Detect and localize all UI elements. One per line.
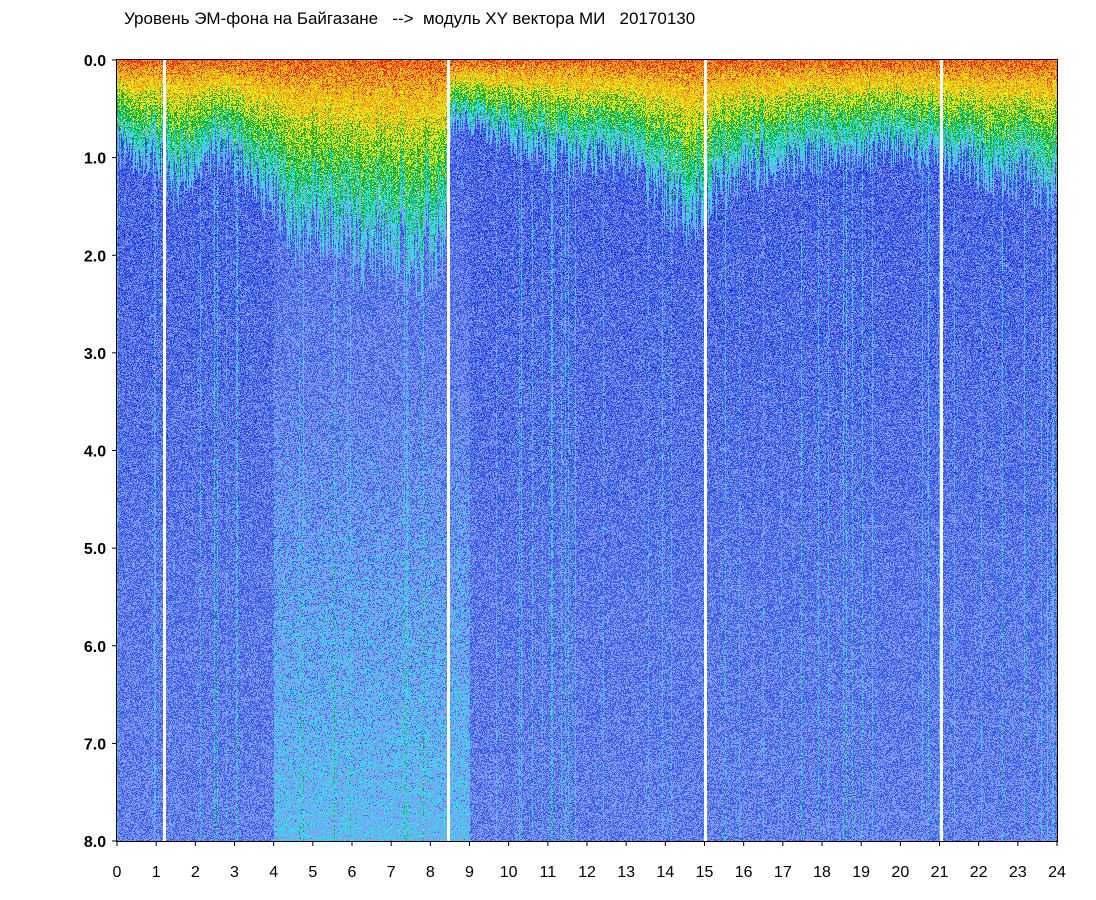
x-tick-label: 24 xyxy=(1048,864,1066,881)
y-tick-label: 5.0 xyxy=(84,541,106,558)
x-tick-label: 12 xyxy=(578,864,596,881)
heatmap-image xyxy=(117,60,1057,841)
x-tick-label: 23 xyxy=(1009,864,1027,881)
x-tick-label: 21 xyxy=(931,864,949,881)
chart-title: Уровень ЭМ-фона на Байгазане --> модуль … xyxy=(124,9,696,28)
x-tick-label: 3 xyxy=(230,864,239,881)
x-tick-label: 5 xyxy=(308,864,317,881)
x-tick-label: 20 xyxy=(891,864,909,881)
x-tick-label: 6 xyxy=(348,864,357,881)
x-tick-label: 0 xyxy=(113,864,122,881)
y-tick-label: 0.0 xyxy=(84,53,106,70)
x-tick-label: 16 xyxy=(735,864,753,881)
x-tick-label: 10 xyxy=(500,864,518,881)
y-tick-label: 7.0 xyxy=(84,736,106,753)
x-tick-label: 14 xyxy=(656,864,674,881)
x-tick-label: 13 xyxy=(617,864,635,881)
x-tick-label: 22 xyxy=(970,864,988,881)
x-tick-label: 7 xyxy=(387,864,396,881)
x-tick-label: 11 xyxy=(540,864,557,881)
x-tick-label: 15 xyxy=(696,864,714,881)
y-tick-label: 3.0 xyxy=(84,346,106,363)
x-tick-label: 8 xyxy=(426,864,435,881)
y-tick-label: 4.0 xyxy=(84,444,106,461)
x-tick-label: 2 xyxy=(191,864,200,881)
y-tick-label: 8.0 xyxy=(84,834,106,851)
y-tick-label: 1.0 xyxy=(84,151,106,168)
x-tick-label: 19 xyxy=(852,864,870,881)
x-tick-label: 9 xyxy=(465,864,474,881)
y-tick-label: 2.0 xyxy=(84,248,106,265)
x-tick-label: 18 xyxy=(813,864,831,881)
x-tick-label: 1 xyxy=(152,864,161,881)
x-tick-label: 4 xyxy=(269,864,278,881)
x-tick-label: 17 xyxy=(774,864,792,881)
y-tick-label: 6.0 xyxy=(84,639,106,656)
